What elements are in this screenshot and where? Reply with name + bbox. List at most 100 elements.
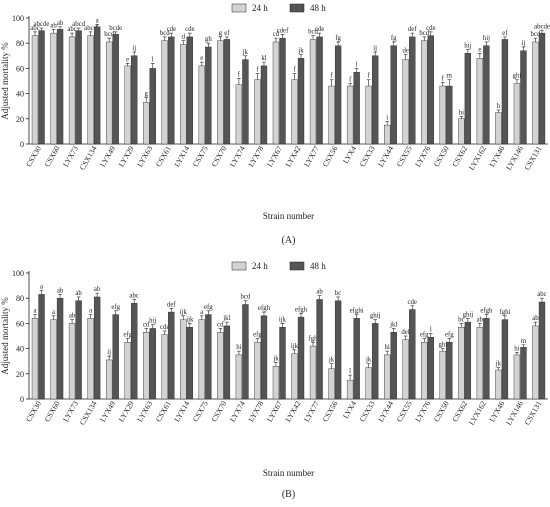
category-label: LYX46: [487, 144, 506, 168]
bar-24h: [495, 369, 502, 400]
category-label: LYX29: [117, 399, 136, 423]
bar-48h: [390, 45, 397, 145]
legend-swatch-24h: [231, 261, 247, 271]
significance-label: ab: [94, 286, 101, 293]
y-tick-label: 100: [12, 269, 24, 278]
bar-24h: [235, 354, 243, 400]
bar-24h: [31, 318, 39, 400]
significance-label: l: [349, 368, 351, 375]
legend-label: 24 h: [252, 3, 268, 13]
category-label: CSX62: [450, 144, 469, 168]
significance-label: ij: [132, 45, 136, 52]
significance-label: def: [401, 329, 410, 336]
bar-24h: [365, 367, 372, 400]
significance-label: m: [447, 73, 453, 80]
significance-label: f: [442, 75, 445, 82]
significance-label: fg: [335, 35, 341, 42]
significance-label: ghij: [370, 313, 381, 320]
significance-label: ghij: [463, 311, 474, 318]
category-label: CSX75: [191, 399, 210, 423]
significance-label: jkl: [389, 321, 397, 328]
significance-label: f: [293, 66, 296, 73]
category-label: LYX14: [172, 399, 191, 423]
category-label: CSX70: [209, 144, 228, 168]
significance-label: jk: [328, 357, 335, 364]
category-label: LYX74: [228, 399, 247, 423]
y-axis-label: Adjusted mortality %: [0, 297, 10, 375]
category-label: CSX50: [432, 399, 451, 423]
legend-swatch-48h: [289, 3, 305, 13]
legend-label: 48 h: [310, 261, 326, 271]
bar-24h: [124, 65, 131, 145]
significance-label: ij: [522, 40, 526, 47]
significance-label: cd: [217, 321, 224, 328]
category-label: CSX134: [78, 144, 99, 171]
significance-label: jk: [495, 361, 502, 368]
significance-label: efg: [445, 332, 454, 339]
legend-swatch-48h: [289, 261, 305, 271]
bar-48h: [427, 337, 434, 400]
significance-label: efg: [123, 332, 132, 339]
significance-label: cde: [315, 26, 324, 33]
bar-24h: [458, 118, 465, 145]
bar-24h: [217, 332, 224, 400]
category-label: CSX30: [24, 399, 43, 423]
category-label: LYX67: [265, 144, 284, 168]
category-label: LYX14: [172, 144, 191, 168]
significance-label: e: [126, 56, 129, 63]
bar-24h: [402, 339, 409, 400]
bar-24h: [458, 326, 465, 400]
bar-24h: [254, 79, 261, 145]
significance-label: bcd: [419, 30, 429, 37]
y-tick-label: 20: [16, 115, 24, 124]
category-label: LYX42: [283, 399, 302, 423]
panel-label: (A): [282, 235, 296, 246]
significance-label: cdef: [277, 27, 289, 34]
y-tick-label: 80: [16, 294, 24, 303]
significance-label: a: [96, 17, 99, 24]
category-label: CSX131: [523, 144, 544, 171]
significance-label: l: [430, 326, 432, 333]
bar-24h: [198, 65, 205, 145]
category-label: LYX77: [302, 144, 321, 168]
significance-label: abcd: [72, 21, 85, 28]
significance-label: hij: [483, 35, 490, 42]
significance-label: f: [368, 73, 371, 80]
bar-24h: [272, 366, 280, 400]
bar-24h: [384, 124, 391, 145]
bar-24h: [124, 342, 131, 400]
category-label: LYX78: [246, 399, 265, 423]
bar-24h: [346, 379, 354, 400]
bar-48h: [353, 71, 360, 145]
bar-48h: [409, 36, 416, 145]
bar-24h: [68, 323, 76, 400]
bar-48h: [186, 36, 193, 145]
category-label: LYX46: [487, 399, 506, 423]
significance-label: ab: [69, 313, 76, 320]
bar-24h: [421, 342, 428, 400]
bar-24h: [476, 58, 484, 145]
category-label: LYX78: [246, 144, 265, 168]
category-label: LYX49: [98, 144, 117, 168]
significance-label: ijk: [180, 309, 188, 316]
significance-label: jk: [297, 48, 304, 55]
bar-24h: [421, 40, 428, 145]
category-label: LYX74: [228, 144, 247, 168]
bar-48h: [38, 294, 45, 400]
bar-48h: [501, 39, 509, 145]
bar-48h: [242, 59, 249, 145]
bar-24h: [532, 325, 539, 400]
significance-label: cde: [408, 299, 417, 306]
bar-48h: [390, 332, 397, 400]
significance-label: ab: [50, 22, 57, 29]
bar-48h: [501, 319, 509, 400]
bar-48h: [372, 323, 379, 400]
bar-48h: [483, 45, 490, 145]
significance-label: gh: [205, 36, 212, 43]
bar-48h: [520, 347, 527, 400]
bar-24h: [309, 39, 317, 145]
significance-label: bcd: [160, 30, 170, 37]
category-label: CSX62: [450, 399, 469, 423]
significance-label: bc: [458, 316, 464, 323]
